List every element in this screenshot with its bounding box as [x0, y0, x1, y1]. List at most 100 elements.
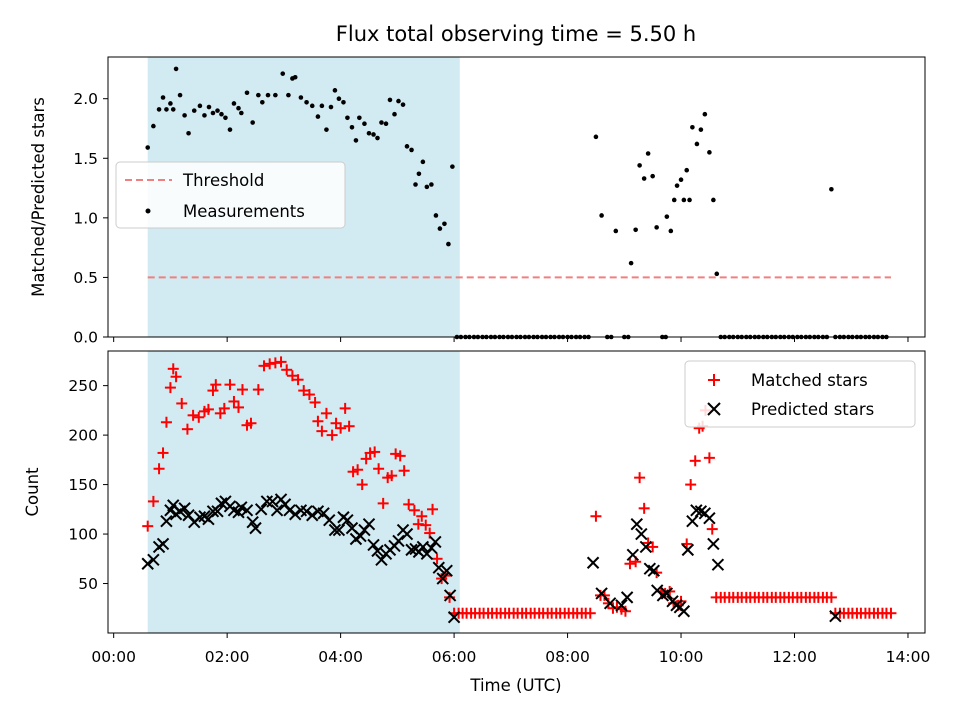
x-tick-label: 10:00	[659, 648, 704, 666]
measurement-point	[409, 147, 414, 153]
top-y-axis-label: Matched/Predicted stars	[29, 97, 48, 297]
matched-star-point	[167, 363, 179, 375]
bottom-y-axis: 50 100 150 200 250	[68, 377, 108, 593]
measurement-point	[446, 241, 451, 247]
measurement-point	[273, 92, 278, 98]
measurement-point	[450, 164, 455, 169]
measurement-point	[191, 108, 197, 113]
measurement-point	[400, 102, 406, 107]
measurement-point	[231, 101, 237, 106]
matched-star-point	[420, 519, 432, 531]
matched-star-point	[403, 498, 415, 510]
measurement-point	[227, 127, 233, 132]
predicted-star-point	[432, 561, 445, 574]
bottom-y-tick-label: 250	[68, 377, 98, 395]
matched-star-point	[343, 420, 355, 432]
top-y-tick-label: 0.5	[73, 269, 98, 287]
predicted-star-point	[440, 564, 453, 577]
measurement-point	[210, 110, 216, 116]
measurement-point	[265, 92, 271, 98]
bottom-legend[interactable]: Matched stars Predicted stars	[684, 360, 916, 428]
matched-star-point	[326, 429, 338, 441]
measurement-point	[202, 113, 207, 118]
matched-star-point	[825, 591, 837, 603]
matched-star-point	[153, 463, 165, 475]
matched-star-point	[164, 382, 176, 394]
measurement-point	[650, 173, 655, 179]
measurement-point	[396, 98, 401, 104]
matched-star-point	[224, 379, 236, 391]
x-tick-label: 04:00	[318, 648, 363, 666]
matched-star-point	[245, 417, 257, 429]
measurement-point	[371, 132, 376, 137]
measurement-point	[219, 111, 224, 117]
measurement-point	[442, 221, 447, 227]
predicted-star-point	[670, 599, 683, 612]
matched-star-point	[386, 470, 398, 482]
measurement-point	[711, 197, 716, 203]
matched-star-point	[202, 403, 214, 415]
measurement-point	[244, 90, 250, 96]
measurement-point	[593, 134, 599, 140]
measurement-point	[324, 127, 329, 132]
measurement-point	[349, 124, 355, 130]
measurement-point	[613, 228, 619, 234]
measurement-point	[375, 135, 380, 141]
matched-star-point	[689, 455, 701, 467]
matched-star-point	[356, 479, 368, 491]
matched-star-point	[584, 607, 596, 619]
measurement-point	[654, 225, 659, 230]
predicted-star-point	[405, 543, 418, 557]
matched-star-point	[142, 520, 154, 532]
matched-star-point	[292, 374, 304, 386]
matched-star-point	[232, 401, 244, 413]
matched-star-point	[181, 423, 193, 435]
predicted-star-point	[392, 534, 405, 548]
measurement-point	[694, 141, 700, 147]
matched-star-point	[394, 450, 406, 462]
matched-legend-swatch	[708, 374, 720, 386]
measurement-point	[366, 130, 372, 136]
measurement-point	[392, 111, 397, 117]
bottom-y-tick-label: 50	[78, 575, 98, 593]
measurement-point	[304, 99, 309, 105]
bottom-x-axis: 00:00 02:00 04:00 06:00 08:00 10:00 12:00 14:00	[91, 633, 930, 666]
bottom-y-tick-label: 200	[68, 427, 98, 445]
measurement-point	[416, 171, 422, 177]
matched-star-point	[303, 389, 315, 401]
predicted-star-point	[160, 514, 173, 528]
predicted-star-point	[246, 515, 259, 529]
measurement-point	[151, 123, 156, 129]
measurement-point	[671, 197, 677, 203]
x-tick-label: 12:00	[772, 648, 817, 666]
predicted-star-point	[443, 589, 457, 602]
measurements-legend-label: Measurements	[183, 202, 305, 221]
measurement-point	[341, 99, 346, 105]
matched-star-point	[335, 422, 347, 434]
top-legend[interactable]: Threshold Measurements	[115, 161, 346, 229]
matched-star-point	[416, 510, 428, 522]
matched-star-point	[408, 504, 420, 516]
predicted-star-point	[615, 599, 628, 612]
measurement-point	[215, 108, 220, 113]
predicted-star-point	[429, 535, 442, 549]
matched-star-point	[157, 447, 169, 459]
measurement-point	[420, 159, 426, 165]
predicted-star-point	[332, 523, 346, 537]
top-plot-frame	[107, 56, 926, 338]
measurement-point	[687, 197, 692, 203]
measurement-point	[707, 150, 712, 155]
measurement-point	[437, 226, 443, 231]
matched-star-point	[160, 416, 172, 428]
predicted-star-point	[711, 558, 725, 571]
matched-star-point	[339, 402, 351, 414]
matched-star-point	[309, 396, 321, 408]
measurement-point	[197, 103, 203, 109]
bottom-plot-frame	[107, 350, 926, 634]
measurement-point	[173, 66, 179, 72]
predicted-star-point	[436, 572, 449, 585]
predicted-star-point	[354, 529, 367, 543]
matched-star-point	[210, 379, 222, 391]
top-x-ticks	[113, 337, 909, 342]
